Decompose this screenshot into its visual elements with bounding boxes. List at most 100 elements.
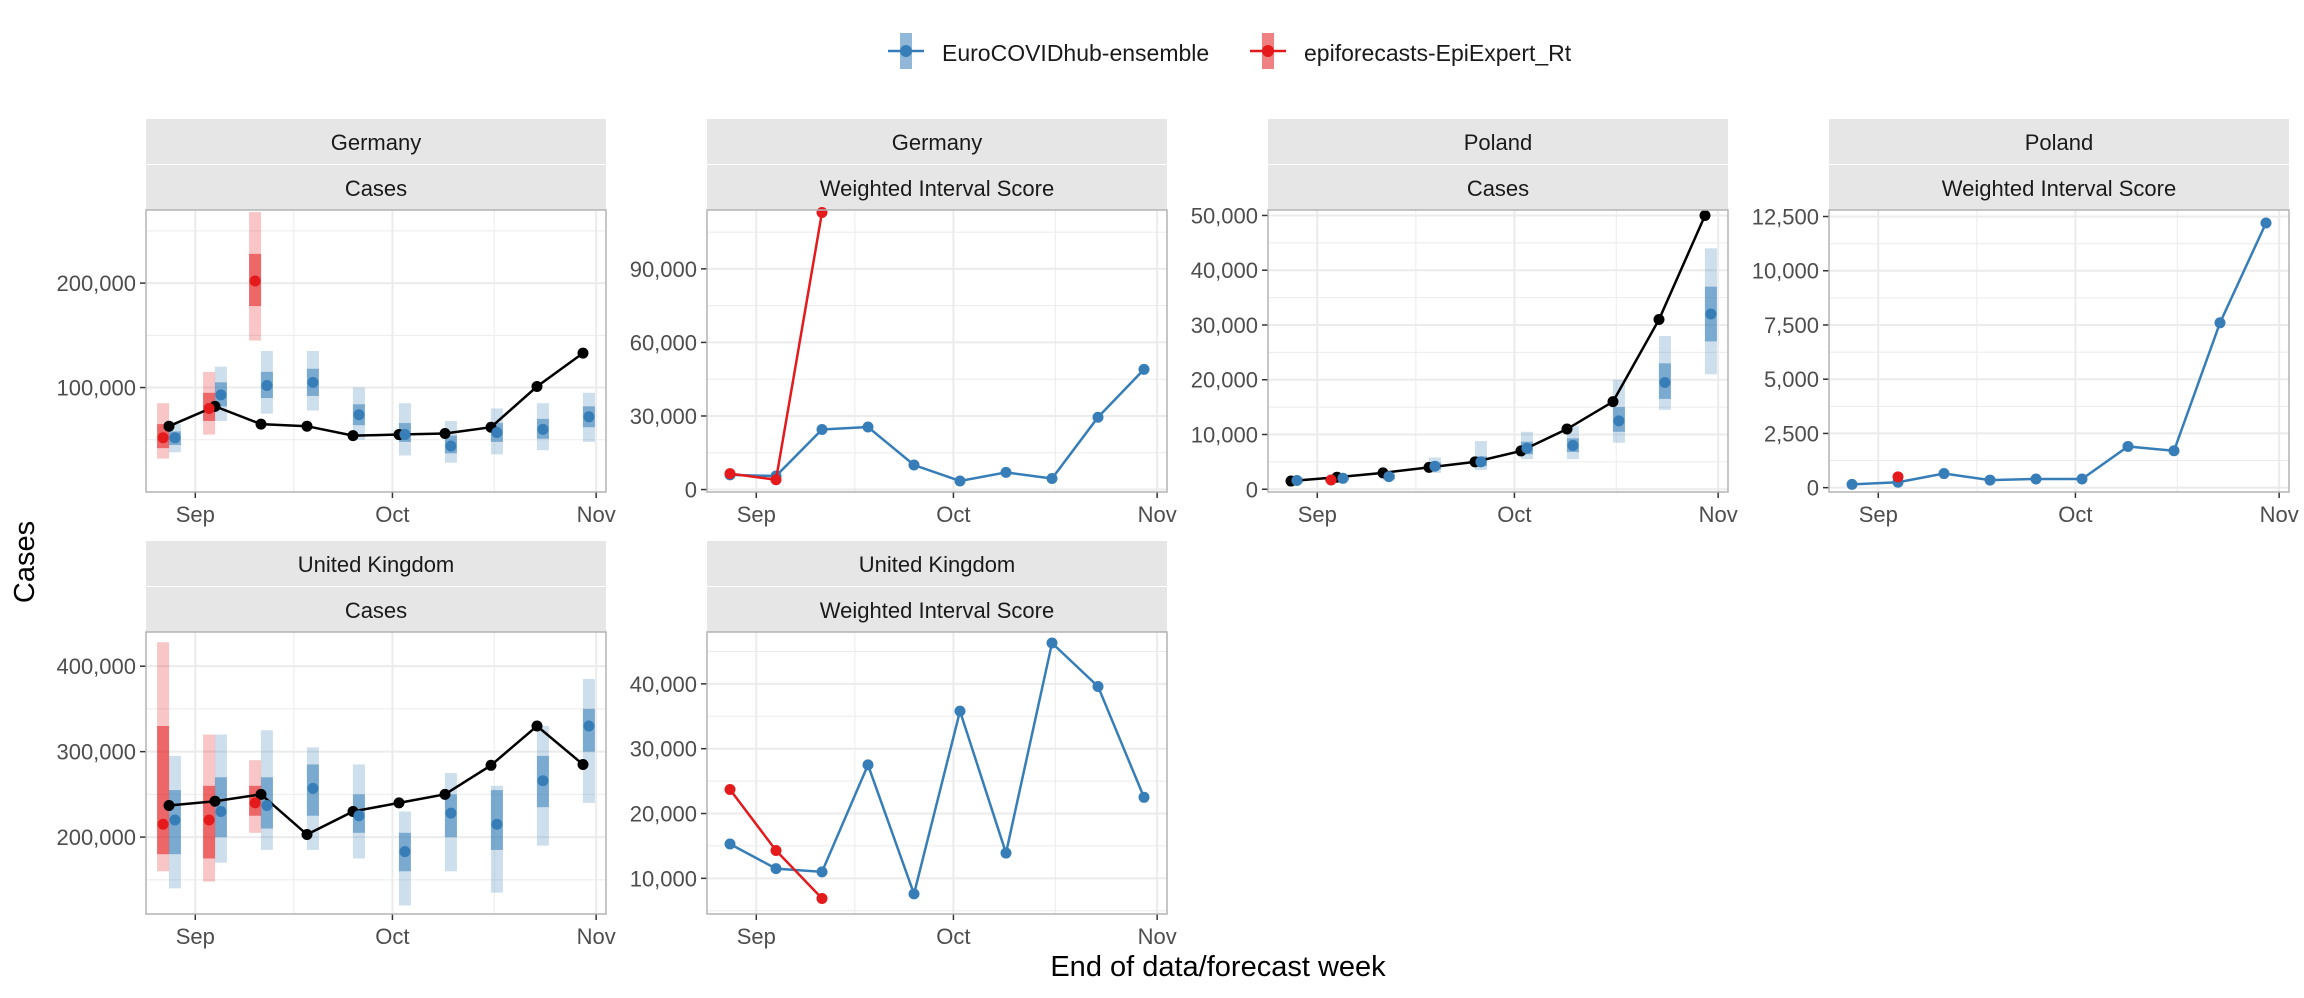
forecast-median-point xyxy=(157,432,169,444)
y-tick-label: 50,000 xyxy=(1191,203,1258,228)
y-tick-label: 100,000 xyxy=(56,376,136,401)
forecast-median-point xyxy=(537,423,549,435)
x-tick-label: Sep xyxy=(1298,502,1337,527)
facet-strip-target: Weighted Interval Score xyxy=(820,176,1054,201)
facet-panel: United Kingdom Weighted Interval Score 10,… xyxy=(630,541,1177,949)
y-tick-label: 10,000 xyxy=(630,866,697,891)
observed-point xyxy=(163,420,175,432)
forecast-median-point xyxy=(399,429,411,441)
forecast-median-point xyxy=(261,379,273,391)
score-point xyxy=(724,784,736,796)
forecast-median-point xyxy=(1291,475,1303,487)
legend-key-point xyxy=(900,45,912,57)
score-point xyxy=(1046,637,1058,649)
score-point xyxy=(1046,473,1058,485)
score-point xyxy=(1138,363,1150,375)
score-point xyxy=(2122,440,2134,452)
forecast-median-point xyxy=(1521,442,1533,454)
x-tick-label: Nov xyxy=(577,924,616,949)
observed-line xyxy=(168,352,584,437)
x-tick-label: Sep xyxy=(1859,502,1898,527)
score-point xyxy=(908,459,920,471)
forecast-median-point xyxy=(583,411,595,423)
forecast-median-point xyxy=(307,376,319,388)
observed-point xyxy=(163,799,175,811)
score-line xyxy=(729,368,1145,483)
forecast-median-point xyxy=(169,432,181,444)
facet-strip-target-bg xyxy=(1268,165,1728,210)
x-tick-label: Oct xyxy=(1497,502,1531,527)
forecast-median-point xyxy=(215,805,227,817)
x-tick-label: Nov xyxy=(1138,924,1177,949)
observed-point xyxy=(255,418,267,430)
x-tick-label: Sep xyxy=(176,924,215,949)
score-point xyxy=(770,844,782,856)
legend-label: epiforecasts-EpiExpert_Rt xyxy=(1304,40,1572,66)
facet-strip-target-bg xyxy=(707,587,1167,632)
x-tick-label: Nov xyxy=(1138,502,1177,527)
observed-line xyxy=(168,724,584,837)
forecast-median-point xyxy=(399,846,411,858)
score-point xyxy=(816,866,828,878)
forecast-median-point xyxy=(353,409,365,421)
score-point xyxy=(908,888,920,900)
facet-strip-target: Cases xyxy=(345,176,407,201)
panel-background xyxy=(707,210,1167,492)
observed-point xyxy=(485,759,497,771)
observed-point xyxy=(577,758,589,770)
observed-point xyxy=(209,795,221,807)
panel-background xyxy=(146,210,606,492)
y-tick-label: 90,000 xyxy=(630,257,697,282)
panel-border xyxy=(145,209,607,493)
forecast-median-point xyxy=(169,814,181,826)
score-point xyxy=(724,838,736,850)
y-tick-label: 10,000 xyxy=(1191,423,1258,448)
facet-strip-country: Poland xyxy=(1464,130,1533,155)
forecast-median-point xyxy=(1475,456,1487,468)
score-point xyxy=(2168,445,2180,457)
score-point xyxy=(954,705,966,717)
forecast-median-point xyxy=(203,814,215,826)
y-tick-label: 30,000 xyxy=(630,404,697,429)
y-tick-label: 60,000 xyxy=(630,330,697,355)
x-tick-label: Oct xyxy=(375,924,409,949)
score-point xyxy=(1892,471,1904,483)
x-tick-label: Nov xyxy=(2260,502,2299,527)
observed-point xyxy=(1561,423,1573,435)
forecast-median-point xyxy=(1659,376,1671,388)
facet-strip-country: Poland xyxy=(2025,130,2094,155)
score-point xyxy=(2030,473,2042,485)
y-tick-label: 200,000 xyxy=(56,271,136,296)
forecast-median-point xyxy=(1337,472,1349,484)
y-tick-label: 7,500 xyxy=(1764,313,1819,338)
y-tick-label: 20,000 xyxy=(630,802,697,827)
x-tick-label: Oct xyxy=(936,502,970,527)
facet-strip-country-bg xyxy=(707,119,1167,164)
facet-panel: Poland Weighted Interval Score 0 2,500 5,000… xyxy=(1752,119,2299,527)
score-point xyxy=(1138,791,1150,803)
x-tick-label: Oct xyxy=(375,502,409,527)
panel-border xyxy=(706,631,1168,915)
forecast-median-point xyxy=(203,402,215,414)
facet-strip-country: United Kingdom xyxy=(859,552,1016,577)
panel-border xyxy=(1828,209,2290,493)
score-point xyxy=(862,759,874,771)
score-point xyxy=(1846,478,1858,490)
score-point xyxy=(724,468,736,480)
facet-strip-target: Weighted Interval Score xyxy=(1942,176,2176,201)
x-tick-label: Sep xyxy=(737,924,776,949)
forecast-median-point xyxy=(1383,471,1395,483)
y-tick-label: 30,000 xyxy=(630,737,697,762)
forecast-median-point xyxy=(1325,474,1337,486)
forecast-median-point xyxy=(491,818,503,830)
y-tick-label: 0 xyxy=(685,478,697,503)
panel-border xyxy=(1267,209,1729,493)
panel-border xyxy=(706,209,1168,493)
forecast-median-point xyxy=(445,440,457,452)
x-tick-label: Nov xyxy=(577,502,616,527)
score-point xyxy=(770,863,782,875)
score-point xyxy=(1092,680,1104,692)
forecast-median-point xyxy=(491,426,503,438)
y-tick-label: 12,500 xyxy=(1752,205,1819,230)
observed-point xyxy=(301,829,313,841)
